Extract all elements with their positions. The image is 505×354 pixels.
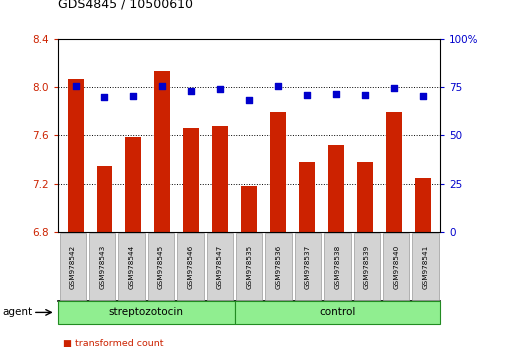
Point xyxy=(245,97,253,103)
Text: GSM978546: GSM978546 xyxy=(187,244,193,289)
Point xyxy=(129,93,137,99)
Point xyxy=(158,84,166,89)
Text: GSM978543: GSM978543 xyxy=(99,244,105,289)
Text: GDS4845 / 10500610: GDS4845 / 10500610 xyxy=(58,0,193,11)
Text: GSM978539: GSM978539 xyxy=(363,244,369,289)
Bar xyxy=(125,137,141,232)
Point xyxy=(71,84,79,89)
Text: GSM978542: GSM978542 xyxy=(70,244,76,289)
Bar xyxy=(96,166,112,232)
Text: GSM978544: GSM978544 xyxy=(128,244,134,289)
Bar xyxy=(298,162,315,232)
Text: GSM978538: GSM978538 xyxy=(334,244,340,289)
Bar xyxy=(414,178,430,232)
Text: GSM978537: GSM978537 xyxy=(305,244,311,289)
Point xyxy=(418,93,426,99)
Point xyxy=(187,88,195,94)
Bar xyxy=(154,72,170,232)
Bar xyxy=(183,128,199,232)
Point xyxy=(360,92,368,98)
Bar xyxy=(212,126,228,232)
Point xyxy=(389,85,397,91)
Point xyxy=(216,86,224,92)
Text: GSM978535: GSM978535 xyxy=(246,244,251,289)
Bar xyxy=(327,145,343,232)
Bar xyxy=(385,113,401,232)
Point xyxy=(100,94,109,100)
Text: streptozotocin: streptozotocin xyxy=(109,307,183,318)
Point xyxy=(331,91,339,97)
Bar xyxy=(357,162,372,232)
Text: GSM978536: GSM978536 xyxy=(275,244,281,289)
Text: GSM978547: GSM978547 xyxy=(216,244,222,289)
Text: GSM978540: GSM978540 xyxy=(392,244,398,289)
Text: agent: agent xyxy=(3,307,33,318)
Text: GSM978541: GSM978541 xyxy=(422,244,428,289)
Text: control: control xyxy=(319,307,355,318)
Bar xyxy=(68,79,83,232)
Point xyxy=(302,92,311,98)
Point xyxy=(274,84,282,89)
Bar xyxy=(241,186,257,232)
Bar xyxy=(270,113,285,232)
Text: ■ transformed count: ■ transformed count xyxy=(63,339,164,348)
Text: GSM978545: GSM978545 xyxy=(158,244,164,289)
